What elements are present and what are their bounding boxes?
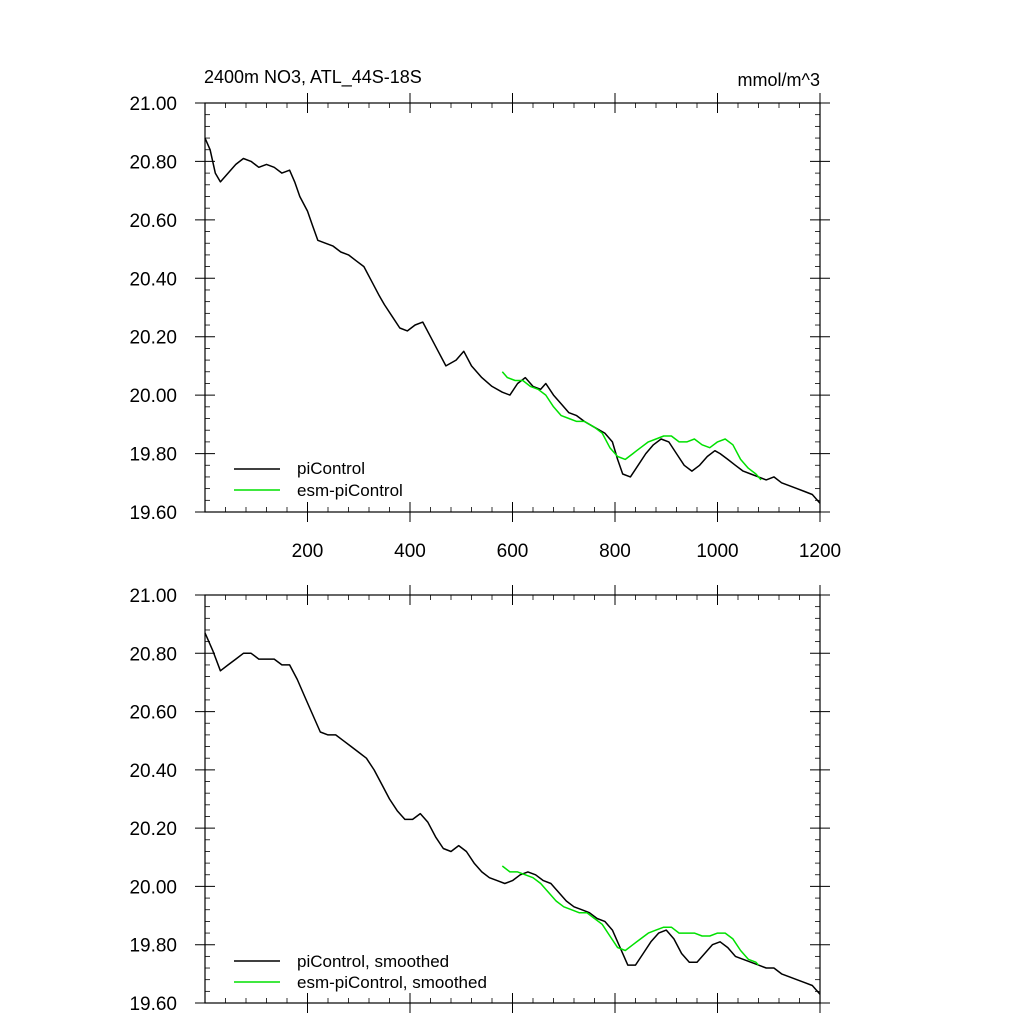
y-tick-label: 19.60 bbox=[129, 503, 177, 524]
x-tick-label: 400 bbox=[394, 541, 426, 562]
y-tick-label: 20.00 bbox=[129, 386, 177, 407]
y-tick-label: 20.20 bbox=[129, 819, 177, 840]
plot-frame bbox=[204, 594, 821, 1004]
series-lines bbox=[204, 137, 821, 504]
plot-frame bbox=[204, 102, 821, 513]
x-tick-labels: 200 400 600 800 1000 1200 bbox=[292, 541, 841, 562]
y-tick-label: 19.80 bbox=[129, 936, 177, 957]
x-tick-label: 600 bbox=[497, 541, 529, 562]
y-tick-labels: 19.60 19.80 20.00 20.20 20.40 20.60 20.80 21.00 bbox=[129, 586, 177, 1015]
y-tick-label: 21.00 bbox=[129, 586, 177, 607]
x-tick-label: 1000 bbox=[696, 541, 738, 562]
x-tick-label: 1200 bbox=[799, 541, 841, 562]
y-tick-label: 20.80 bbox=[129, 152, 177, 173]
y-tick-label: 21.00 bbox=[129, 94, 177, 115]
y-tick-label: 20.80 bbox=[129, 644, 177, 665]
legend-label-esm-picontrol: esm-piControl bbox=[297, 481, 403, 500]
legend-label-esm-picontrol-smoothed: esm-piControl, smoothed bbox=[297, 973, 487, 992]
legend-label-picontrol-smoothed: piControl, smoothed bbox=[297, 952, 449, 971]
axis-ticks bbox=[195, 585, 830, 1013]
y-tick-label: 20.60 bbox=[129, 703, 177, 724]
picontrol-line bbox=[204, 137, 821, 504]
y-tick-label: 20.40 bbox=[129, 269, 177, 290]
legend: piControl esm-piControl bbox=[234, 459, 403, 500]
x-tick-label: 200 bbox=[292, 541, 324, 562]
bottom-panel: 19.60 19.80 20.00 20.20 20.40 20.60 20.80 21.00… bbox=[129, 585, 830, 1015]
chart-title: 2400m NO3, ATL_44S-18S bbox=[204, 67, 422, 88]
series-lines bbox=[204, 632, 821, 995]
y-tick-label: 20.60 bbox=[129, 211, 177, 232]
picontrol-line bbox=[204, 632, 821, 995]
x-tick-label: 800 bbox=[599, 541, 631, 562]
y-tick-label: 19.80 bbox=[129, 445, 177, 466]
y-tick-label: 20.00 bbox=[129, 877, 177, 898]
legend-label-picontrol: piControl bbox=[297, 459, 365, 478]
axis-ticks bbox=[195, 93, 830, 522]
top-panel: 2400m NO3, ATL_44S-18S mmol/m^3 19.6019.… bbox=[129, 67, 841, 562]
legend: piControl, smoothed esm-piControl, smoot… bbox=[234, 952, 487, 992]
y-tick-labels: 19.60 19.80 20.00 20.20 20.40 20.60 20.80 21.00 bbox=[129, 94, 177, 524]
y-tick-label: 19.60 bbox=[129, 994, 177, 1015]
units-label: mmol/m^3 bbox=[738, 70, 820, 90]
esm-picontrol-line bbox=[501, 371, 762, 481]
esm-picontrol-line bbox=[501, 865, 760, 966]
y-tick-label: 20.40 bbox=[129, 761, 177, 782]
y-tick-label: 20.20 bbox=[129, 328, 177, 349]
